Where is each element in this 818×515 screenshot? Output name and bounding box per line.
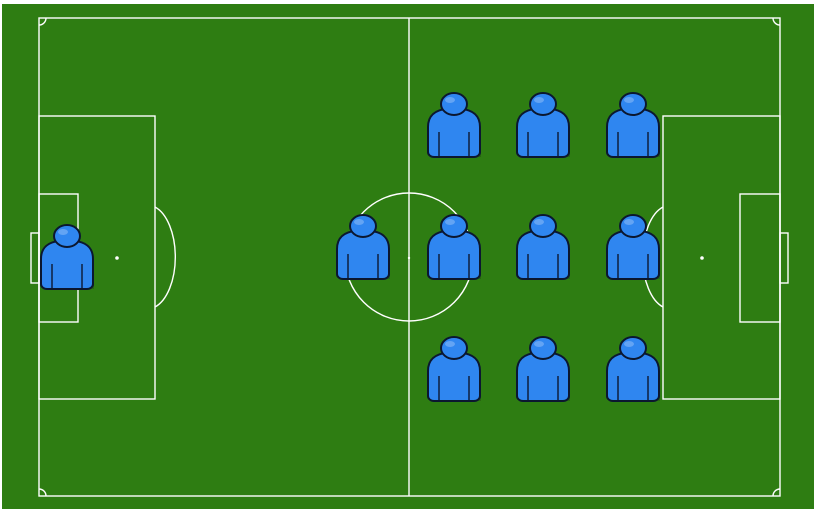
player-body [427, 108, 481, 158]
player-head [53, 224, 81, 248]
player-body [40, 240, 94, 290]
player-body [516, 352, 570, 402]
player-r2-c1 [427, 214, 481, 280]
player-r3-c2 [516, 336, 570, 402]
player-goalkeeper [40, 224, 94, 290]
right-penalty-spot [700, 256, 704, 260]
player-head [440, 336, 468, 360]
player-head [349, 214, 377, 238]
player-body [427, 230, 481, 280]
player-body [516, 108, 570, 158]
right-goal [779, 232, 789, 284]
player-highlight [534, 219, 544, 225]
corner-arc-top-right [772, 17, 781, 26]
player-body [516, 230, 570, 280]
center-spot [407, 256, 411, 260]
player-highlight [354, 219, 364, 225]
player-head [619, 214, 647, 238]
player-head [529, 92, 557, 116]
player-head [619, 336, 647, 360]
left-penalty-arc [154, 206, 176, 308]
corner-arc-top-left [38, 17, 47, 26]
pitch-lines [30, 17, 789, 497]
player-body [336, 230, 390, 280]
player-r2-c3 [606, 214, 660, 280]
player-highlight [624, 97, 634, 103]
player-r3-c3 [606, 336, 660, 402]
player-body [606, 108, 660, 158]
player-body [606, 230, 660, 280]
player-head [440, 214, 468, 238]
player-highlight [624, 219, 634, 225]
left-goal [30, 232, 40, 284]
player-highlight [58, 229, 68, 235]
player-r3-c1 [427, 336, 481, 402]
player-highlight [534, 341, 544, 347]
player-highlight [624, 341, 634, 347]
grass [2, 4, 814, 509]
corner-arc-bottom-right [772, 488, 781, 497]
player-r2-c2 [516, 214, 570, 280]
player-highlight [445, 219, 455, 225]
player-r1-c3 [606, 92, 660, 158]
player-head [440, 92, 468, 116]
player-body [427, 352, 481, 402]
player-highlight [534, 97, 544, 103]
player-r1-c1 [427, 92, 481, 158]
corner-arc-bottom-left [38, 488, 47, 497]
player-head [619, 92, 647, 116]
player-body [606, 352, 660, 402]
player-r1-c2 [516, 92, 570, 158]
player-forward [336, 214, 390, 280]
player-highlight [445, 97, 455, 103]
player-highlight [445, 341, 455, 347]
players [40, 92, 660, 402]
player-head [529, 336, 557, 360]
left-penalty-spot [115, 256, 119, 260]
player-head [529, 214, 557, 238]
